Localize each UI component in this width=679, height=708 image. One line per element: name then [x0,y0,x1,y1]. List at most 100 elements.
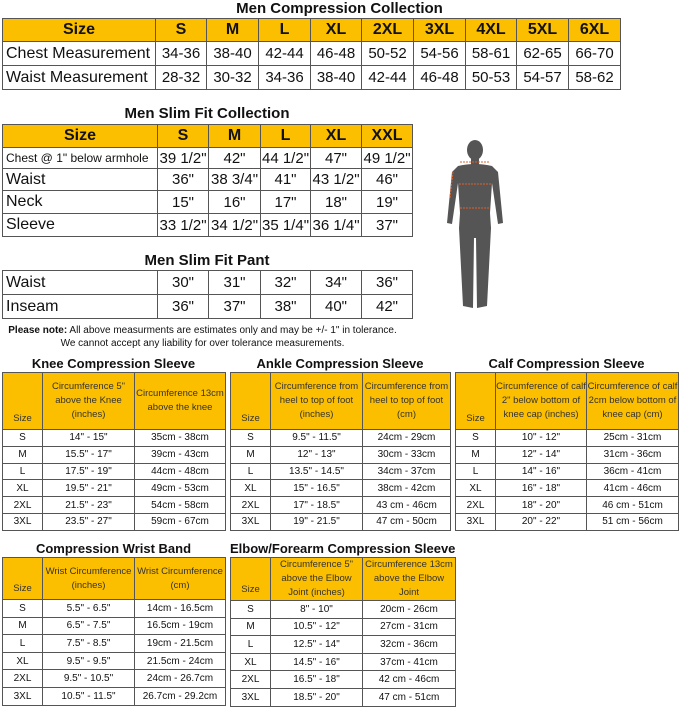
table-cell: 18" [310,190,362,214]
table-cell: 10.5" - 11.5" [42,686,135,706]
table-cell: 20" - 22" [495,512,587,531]
table-cell: 40" [310,294,362,319]
row-label: S [2,599,43,618]
row-label: Inseam [2,294,158,319]
header-cell: Circumference from heel to top of foot (… [362,372,451,430]
table-cell: 30-32 [206,65,259,90]
table-cell: 19cm - 21.5cm [134,634,226,653]
header-cell: Circumference from heel to top of foot (… [270,372,363,430]
table-row: 2XL 16.5" - 18" 42 cm - 46cm [230,670,456,689]
body-silhouette-icon [447,140,503,308]
table-row: XL 15" - 16.5" 38cm - 42cm [230,479,451,498]
table-cell: 35 1/4" [260,213,311,237]
header-cell: 5XL [516,18,569,42]
row-label: Waist Measurement [2,65,156,90]
header-cell: Wrist Circumference (inches) [42,557,135,600]
table-cell: 14cm - 16.5cm [134,599,226,618]
row-label: XL [230,652,271,672]
table-row: 3XL 20" - 22" 51 cm - 56cm [455,512,679,531]
header-cell: Circumference of calf 2cm below bottom o… [586,372,679,430]
table-cell: 46-48 [413,65,466,90]
table-cell: 62-65 [516,41,569,66]
row-label: XL [230,479,271,498]
header-cell: S [155,18,207,42]
table-row: Sleeve 33 1/2" 34 1/2" 35 1/4" 36 1/4" 37" [2,213,413,237]
table-cell: 35cm - 38cm [134,429,226,447]
header-row: Size Wrist Circumference (inches) Wrist Ci… [2,557,226,600]
header-cell: S [157,124,209,148]
row-label: M [2,616,43,636]
header-cell: Size [230,372,271,430]
table-row: XL 14.5" - 16" 37cm - 41cm [230,652,456,672]
table-cell: 18.5" - 20" [270,687,363,707]
table-cell: 44 1/2" [260,147,311,169]
table-row: L 7.5" - 8.5" 19cm - 21.5cm [2,634,226,653]
header-row: Size S M L XL 2XL 3XL 4XL 5XL 6XL [2,18,621,42]
table-cell: 26.7cm - 29.2cm [134,686,226,706]
row-label: L [230,635,271,654]
row-label: Chest @ 1" below armhole [2,147,158,169]
table-row: M 15.5" - 17" 39cm - 43cm [2,445,226,464]
table-cell: 16.5cm - 19cm [134,616,226,636]
table-cell: 6.5" - 7.5" [42,616,135,636]
header-cell: 2XL [361,18,414,42]
ankle-sleeve-table: Size Circumference from heel to top of fo… [230,372,451,531]
table-cell: 58-62 [568,65,621,90]
table-cell: 14" - 16" [495,462,587,481]
table-cell: 21.5cm - 24cm [134,651,226,671]
table-row: S 14" - 15" 35cm - 38cm [2,429,226,447]
table-cell: 10" - 12" [495,429,587,447]
table-row: L 13.5" - 14.5" 34cm - 37cm [230,462,451,481]
table-cell: 19" - 21.5" [270,512,363,531]
table-row: 2XL 17" - 18.5" 43 cm - 46cm [230,496,451,514]
table-cell: 24cm - 26.7cm [134,669,226,688]
table-row: 3XL 10.5" - 11.5" 26.7cm - 29.2cm [2,686,226,706]
table-cell: 15" - 16.5" [270,479,363,498]
row-label: S [2,429,43,447]
table-cell: 43 cm - 46cm [362,496,451,514]
table-cell: 34cm - 37cm [362,462,451,481]
ankle-title: Ankle Compression Sleeve [256,356,424,371]
table-cell: 54cm - 58cm [134,496,226,514]
table-row: 3XL 19" - 21.5" 47 cm - 50cm [230,512,451,531]
row-label: 2XL [230,670,271,689]
row-label: 2XL [2,496,43,514]
row-label: 2XL [230,496,271,514]
header-cell: Size [2,557,43,600]
table-cell: 32" [260,270,311,295]
row-label: 3XL [2,686,43,706]
table-cell: 16" [208,190,261,214]
note-line1: All above measurments are estimates only… [67,325,397,336]
table-cell: 42 cm - 46cm [362,670,456,689]
row-label: 2XL [2,669,43,688]
row-label: S [230,600,271,619]
table-cell: 34-36 [155,41,207,66]
header-cell: Wrist Circumference (cm) [134,557,226,600]
table-cell: 41cm - 46cm [586,479,679,498]
table-cell: 42-44 [258,41,311,66]
note-label: Please note: [8,325,68,336]
table-row: Waist 30" 31" 32" 34" 36" [2,270,413,295]
header-cell: L [258,18,311,42]
header-cell: 4XL [465,18,517,42]
table-cell: 16.5" - 18" [270,670,363,689]
table-cell: 54-57 [516,65,569,90]
table-row: S 8" - 10" 20cm - 26cm [230,600,456,619]
row-label: Waist [2,168,158,191]
table-cell: 36cm - 41cm [586,462,679,481]
table-cell: 28-32 [155,65,207,90]
table-cell: 12.5" - 14" [270,635,363,654]
header-cell: L [260,124,311,148]
row-label: 3XL [230,687,271,707]
header-cell: Size [230,557,271,601]
row-label: 3XL [230,512,271,531]
table-row: M 12" - 14" 31cm - 36cm [455,445,679,464]
table-cell: 39cm - 43cm [134,445,226,464]
note-line2: We cannot accept any liability for over … [60,338,345,349]
header-cell: Circumference 13cm above the Elbow Joint [362,557,456,601]
table-row: M 10.5" - 12" 27cm - 31cm [230,617,456,637]
row-label: S [455,429,496,447]
table-row: XL 9.5" - 9.5" 21.5cm - 24cm [2,651,226,671]
table-cell: 58-61 [465,41,517,66]
row-label: M [2,445,43,464]
